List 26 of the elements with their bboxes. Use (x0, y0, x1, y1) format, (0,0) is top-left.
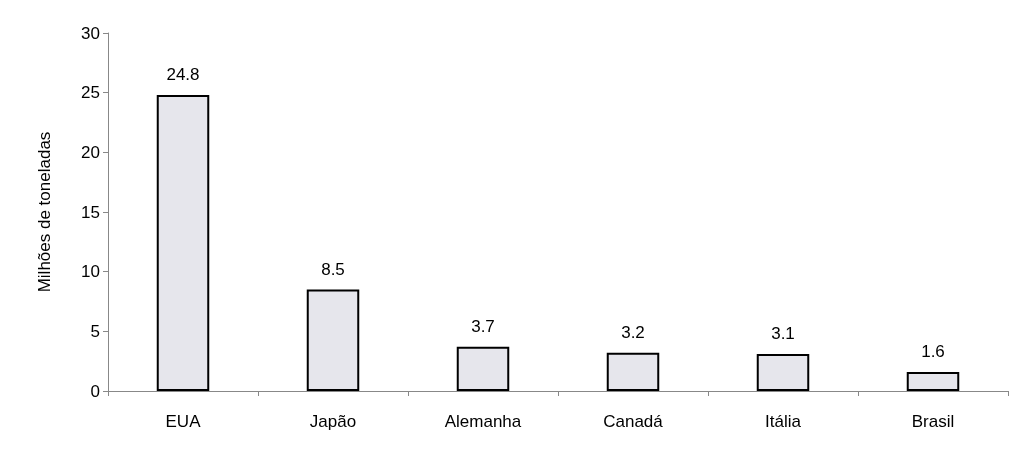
x-tick-label: Japão (309, 412, 357, 431)
y-tick-label: 15 (81, 202, 100, 222)
y-tick-label: 30 (81, 23, 100, 43)
bar (756, 354, 810, 391)
data-label: 3.7 (471, 316, 495, 336)
x-tick-label: Brasil (911, 412, 955, 431)
x-tick-label: Itália (765, 412, 802, 431)
y-tick-label: 5 (90, 321, 100, 341)
bar (456, 346, 510, 391)
x-tick-label: Canadá (603, 412, 664, 431)
y-tick-label: 10 (81, 262, 100, 282)
data-label: 24.8 (166, 65, 200, 85)
x-tick-label: EUA (165, 412, 202, 431)
y-tick-label: 25 (81, 83, 100, 103)
data-label: 3.1 (771, 324, 795, 344)
y-tick-label: 0 (90, 381, 100, 401)
y-tick-label: 20 (81, 142, 100, 162)
data-label: 8.5 (321, 259, 345, 279)
data-label: 3.2 (621, 322, 645, 342)
bar (306, 289, 360, 391)
y-axis-title: Milhões de toneladas (35, 131, 54, 293)
data-label: 1.6 (921, 341, 945, 361)
x-tick-label: Alemanha (444, 412, 522, 431)
bar (156, 95, 210, 391)
bar (606, 352, 660, 391)
bar (906, 371, 960, 391)
